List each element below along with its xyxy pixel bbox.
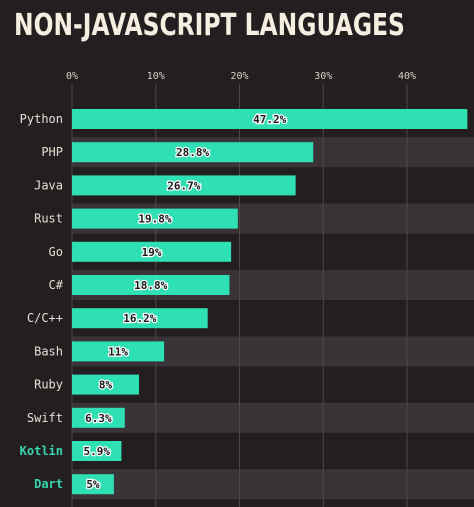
category-label: Go xyxy=(49,245,63,259)
value-label: 16.2% xyxy=(123,312,156,325)
category-label: PHP xyxy=(41,145,63,159)
category-label: C# xyxy=(49,278,64,292)
category-label: Bash xyxy=(34,344,63,358)
bar xyxy=(72,175,296,196)
bar xyxy=(72,142,314,163)
bar xyxy=(72,275,230,295)
value-label: 19% xyxy=(142,246,162,259)
category-label: Python xyxy=(20,112,63,126)
bar xyxy=(72,374,139,395)
bar xyxy=(72,109,468,129)
bar xyxy=(72,341,165,362)
value-label: 47.2% xyxy=(253,113,286,126)
x-tick-label: 20% xyxy=(230,71,248,82)
category-label: Dart xyxy=(34,477,63,491)
bar xyxy=(72,441,122,461)
bars xyxy=(72,109,468,495)
value-label: 8% xyxy=(99,379,113,392)
value-label: 26.7% xyxy=(167,179,200,192)
value-labels: 47.2% 28.8% 26.7% 19.8% 19% 18.8% 16.2% 11% 8% 6.… xyxy=(82,112,288,493)
bar xyxy=(72,241,232,262)
category-labels: Python PHP Java Rust Go C# C/C++ Bash Ruby Swift K… xyxy=(20,112,64,491)
bar xyxy=(72,208,238,229)
bar xyxy=(72,474,114,495)
category-label: Rust xyxy=(34,212,63,226)
category-label: Swift xyxy=(27,411,63,425)
x-tick-label: 10% xyxy=(147,71,165,82)
value-label: 6.3% xyxy=(85,412,112,425)
value-label: 19.8% xyxy=(138,213,171,226)
category-label: Ruby xyxy=(34,378,63,392)
bar xyxy=(72,308,208,329)
x-tick-label: 30% xyxy=(314,71,332,82)
value-label: 28.8% xyxy=(176,146,209,159)
x-axis-ticks: 0% 10% 20% 30% 40% xyxy=(66,71,416,82)
row-band xyxy=(72,469,474,500)
row-band xyxy=(72,402,474,433)
category-label: Java xyxy=(34,178,63,192)
value-label: 11% xyxy=(108,345,128,358)
category-label: Kotlin xyxy=(20,444,63,458)
chart-title: NON-JAVASCRIPT LANGUAGES xyxy=(14,8,405,43)
x-tick-label: 0% xyxy=(66,71,78,82)
x-tick-label: 40% xyxy=(398,71,416,82)
category-label: C/C++ xyxy=(27,311,63,325)
value-label: 5.9% xyxy=(83,445,110,458)
value-label: 5% xyxy=(86,478,100,491)
bar xyxy=(72,407,125,428)
value-label: 18.8% xyxy=(134,279,167,292)
